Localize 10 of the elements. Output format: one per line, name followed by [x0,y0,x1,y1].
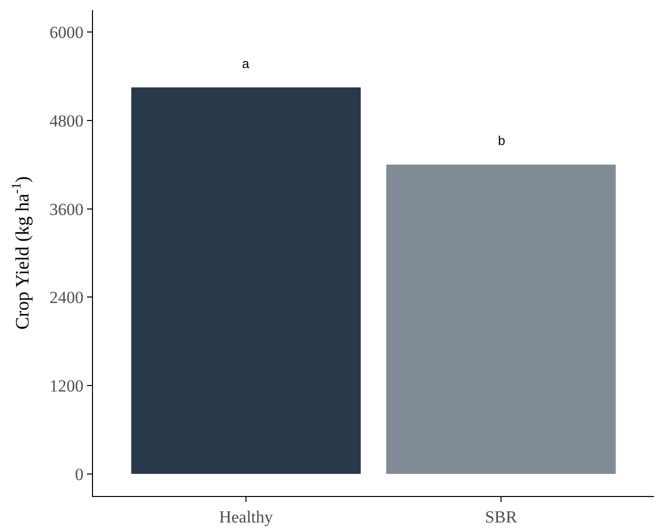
y-tick-label: 6000 [50,23,84,42]
y-tick-label: 1200 [50,376,84,396]
y-tick-label: 2400 [50,288,84,308]
x-tick-label: Healthy [219,508,274,526]
x-tick-label: SBR [484,508,518,526]
annotation: a [242,56,250,71]
annotation: b [498,133,506,148]
y-tick-label: 3600 [50,200,84,219]
y-tick-label: 0 [75,464,84,484]
y-tick-label: 4800 [50,111,84,130]
